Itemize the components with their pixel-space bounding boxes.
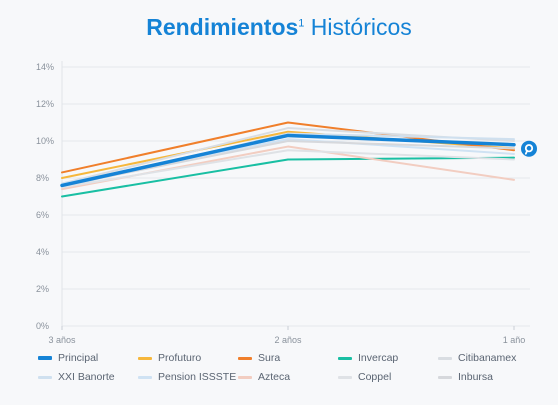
legend-swatch [238,356,252,360]
x-tick-label: 2 años [274,335,302,345]
series-line-coppel [61,149,515,189]
legend-swatch [38,356,52,360]
chart-legend: Principal Profuturo Sura Invercap Citibaname… [38,352,538,383]
chart-title: Rendimientos1 Históricos [0,12,558,42]
legend-label: XXI Banorte [58,371,115,383]
legend-label: Invercap [358,352,399,364]
legend-item: XXI Banorte [38,371,138,383]
y-tick-label: 14% [36,62,54,72]
x-tick-label: 3 años [48,335,76,345]
legend-label: Citibanamex [458,352,517,364]
legend-label: Pension ISSSTE [158,371,237,383]
legend-item: Coppel [338,371,438,383]
legend-item: Azteca [238,371,338,383]
series-line-inbursa [61,140,515,187]
legend-label: Coppel [358,371,392,383]
chart-title-bold: Rendimientos [146,14,299,40]
legend-label: Inbursa [458,371,494,383]
legend-item: Pension ISSSTE [138,371,238,383]
x-tick-label: 1 año [503,335,526,345]
y-tick-label: 6% [36,210,49,220]
y-tick-label: 4% [36,247,49,257]
pin-tail [524,149,529,155]
legend-item: Citibanamex [438,352,538,364]
legend-item: Principal [38,352,138,364]
legend-item: Inbursa [438,371,538,383]
legend-swatch [238,375,252,379]
legend-label: Principal [58,352,99,364]
y-tick-label: 0% [36,321,49,331]
legend-label: Azteca [258,371,291,383]
legend-label: Sura [258,352,281,364]
legend-swatch [438,356,452,360]
principal-pin-icon [521,140,537,157]
chart-title-footnote: 1 [298,17,305,30]
y-tick-label: 2% [36,284,49,294]
y-tick-label: 10% [36,136,54,146]
legend-swatch [138,356,152,360]
legend-swatch [38,375,52,379]
series-line-invercap [61,156,515,198]
pin-circle [521,140,537,157]
legend-item: Invercap [338,352,438,364]
chart-title-rest: Históricos [304,14,412,40]
legend-item: Profuturo [138,352,238,364]
line-chart: 0% 2% 4% 6% 8% 10% 12% 14% 3 años 2 años 1 año [36,61,537,345]
series-line-principal [60,133,516,188]
legend-label: Profuturo [158,352,202,364]
pin-ring [524,144,534,153]
legend-swatch [438,375,452,379]
y-tick-label: 8% [36,173,49,183]
y-tick-label: 12% [36,99,54,109]
legend-item: Sura [238,352,338,364]
legend-swatch [338,356,352,360]
legend-swatch [338,375,352,379]
legend-swatch [138,375,152,379]
